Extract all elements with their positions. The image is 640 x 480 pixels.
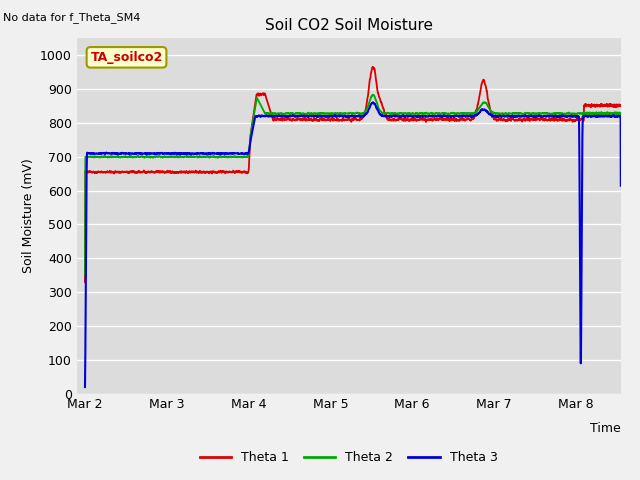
Legend: Theta 1, Theta 2, Theta 3: Theta 1, Theta 2, Theta 3 xyxy=(195,446,502,469)
Text: No data for f_Theta_SM4: No data for f_Theta_SM4 xyxy=(3,12,141,23)
Text: Time: Time xyxy=(590,422,621,435)
Title: Soil CO2 Soil Moisture: Soil CO2 Soil Moisture xyxy=(265,18,433,33)
Y-axis label: Soil Moisture (mV): Soil Moisture (mV) xyxy=(22,158,35,274)
Text: TA_soilco2: TA_soilco2 xyxy=(90,51,163,64)
